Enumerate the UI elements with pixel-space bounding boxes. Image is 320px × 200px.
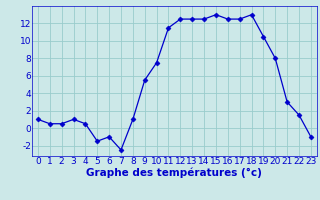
X-axis label: Graphe des températures (°c): Graphe des températures (°c): [86, 167, 262, 178]
